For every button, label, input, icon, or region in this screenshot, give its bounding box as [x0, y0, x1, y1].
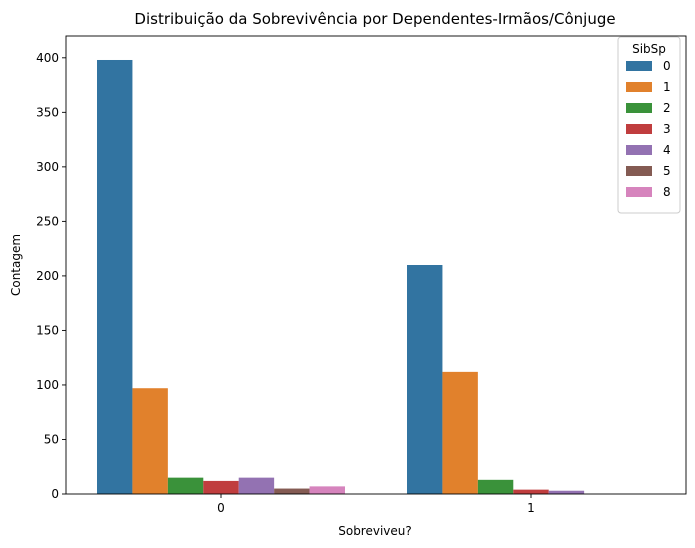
bar-1-0	[132, 388, 168, 494]
x-tick-label-1: 1	[527, 501, 535, 515]
y-tick-label-150: 150	[36, 323, 59, 337]
legend-swatch-1	[626, 82, 652, 92]
legend: SibSp 0 1 2 3 4 5 8	[617, 36, 681, 214]
legend-swatch-5	[626, 166, 652, 176]
bar-0-1	[407, 265, 443, 494]
legend-swatch-2	[626, 103, 652, 113]
bar-5-0	[274, 488, 310, 494]
axes-frame	[65, 35, 687, 495]
bar-4-0	[238, 477, 275, 494]
bar-4-1	[548, 490, 585, 494]
x-tick-label-0: 0	[217, 501, 225, 515]
legend-label-1: 1	[663, 80, 671, 94]
bar-3-0	[203, 480, 239, 494]
bar-0-0	[97, 59, 133, 495]
legend-title: SibSp	[632, 42, 666, 56]
legend-label-3: 3	[663, 122, 671, 136]
y-tick-label-250: 250	[36, 214, 59, 228]
bar-2-1	[477, 479, 514, 494]
y-tick-label-0: 0	[51, 487, 59, 501]
x-axis-label: Sobreviveu?	[338, 524, 412, 538]
chart-title: Distribuição da Sobrevivência por Depend…	[134, 10, 615, 28]
legend-swatch-3	[626, 124, 652, 134]
y-tick-label-200: 200	[36, 269, 59, 283]
legend-swatch-8	[626, 187, 652, 197]
y-tick-label-350: 350	[36, 105, 59, 119]
y-axis-label: Contagem	[9, 234, 23, 296]
bar-2-0	[167, 477, 204, 494]
bar-8-0	[309, 486, 345, 494]
legend-label-4: 4	[663, 143, 671, 157]
legend-label-2: 2	[663, 101, 671, 115]
bar-3-1	[513, 489, 549, 494]
legend-label-5: 5	[663, 164, 671, 178]
y-tick-label-100: 100	[36, 378, 59, 392]
legend-label-0: 0	[663, 59, 671, 73]
y-tick-label-50: 50	[44, 432, 59, 446]
y-tick-label-400: 400	[36, 51, 59, 65]
y-tick-label-300: 300	[36, 160, 59, 174]
legend-label-8: 8	[663, 185, 671, 199]
legend-swatch-0	[626, 61, 652, 71]
bar-1-1	[442, 371, 478, 494]
legend-swatch-4	[626, 145, 652, 155]
